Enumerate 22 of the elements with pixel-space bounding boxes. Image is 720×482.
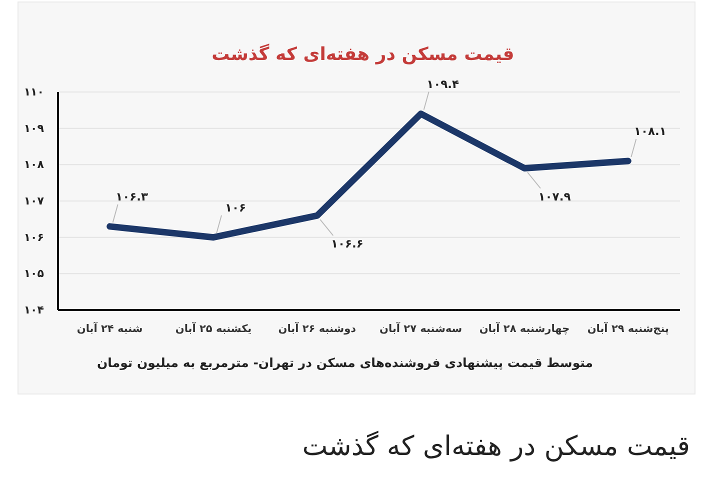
x-tick-label: یکشنبه ۲۵ آبان <box>175 321 252 335</box>
x-axis-title: متوسط قیمت پیشنهادی فروشنده‌های مسکن در تهران- مترمربع به میلیون تومان <box>96 355 594 371</box>
y-tick-label: ۱۰۷ <box>24 194 44 208</box>
x-tick-label: چهارشنبه ۲۸ آبان <box>479 321 570 335</box>
y-tick-label: ۱۰۶ <box>24 230 44 244</box>
data-label: ۱۰۶.۳ <box>116 189 148 204</box>
y-tick-label: ۱۰۴ <box>24 304 44 316</box>
data-label: ۱۰۸.۱ <box>634 124 666 138</box>
x-tick-label: پنج‌شنبه ۲۹ آبان <box>587 321 670 335</box>
data-label: ۱۰۶ <box>224 200 246 214</box>
x-tick-label: شنبه ۲۴ آبان <box>76 321 143 335</box>
y-tick-label: ۱۱۰ <box>24 86 44 98</box>
y-tick-label: ۱۰۸ <box>24 158 44 172</box>
x-tick-label: سه‌شنبه ۲۷ آبان <box>380 321 462 335</box>
text: قیمت مسکن در هفته‌ای که گذشت <box>302 430 690 462</box>
data-label: ۱۰۷.۹ <box>538 189 571 204</box>
chart-title: قیمت مسکن در هفته‌ای که گذشت <box>212 43 514 65</box>
data-label: ۱۰۶.۶ <box>330 236 364 251</box>
y-tick-label: ۱۰۹ <box>24 122 44 135</box>
y-tick-label: ۱۰۵ <box>24 267 44 280</box>
data-label: ۱۰۹.۴ <box>426 76 460 91</box>
x-tick-label: دوشنبه ۲۶ آبان <box>278 321 357 335</box>
